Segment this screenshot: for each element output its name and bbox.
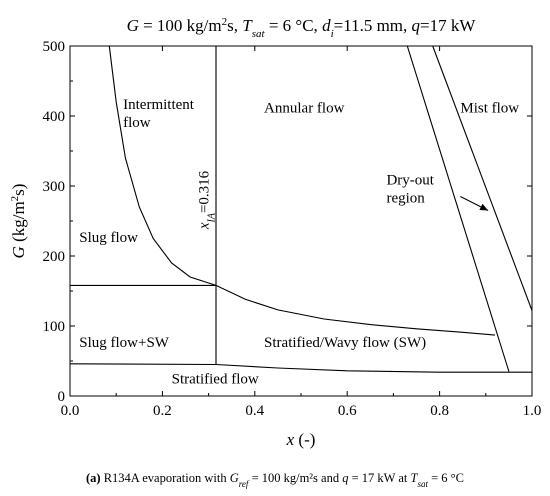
boundary-line-6 (432, 45, 533, 311)
x-axis-label: x (-) (286, 430, 316, 449)
y-tick-label: 100 (43, 319, 66, 335)
x-tick-label: 0.6 (338, 403, 357, 419)
x-tick-label: 0.0 (61, 403, 80, 419)
y-tick-label: 200 (43, 249, 66, 265)
boundary-line-1 (108, 45, 496, 336)
region-label-intermittent: Intermittent flow (123, 97, 195, 131)
figure-caption: (a) R134A evaporation with Gref = 100 kg… (86, 471, 464, 489)
chart-title: G = 100 kg/m2s, Tsat = 6 °C, di=11.5 mm,… (127, 16, 477, 40)
region-label-slug: Slug flow (79, 230, 138, 246)
boundary-lines (69, 45, 533, 373)
x-tick-label: 1.0 (523, 403, 542, 419)
title-text: G = 100 kg/m2s, Tsat = 6 °C, di=11.5 mm,… (127, 16, 477, 40)
y-axis-label: G (kg/m2s) (9, 184, 28, 259)
region-labels: Intermittent flow Annular flow Mist flow Dry… (79, 97, 519, 387)
region-label-stratified-wavy: Stratified/Wavy flow (SW) (264, 335, 426, 351)
region-label-mist: Mist flow (460, 101, 519, 117)
y-tick-label: 500 (43, 39, 66, 55)
region-label-stratified: Stratified flow (172, 371, 259, 387)
axis-titles: x (-) G (kg/m2s) (9, 184, 315, 449)
arrow-head (479, 203, 489, 211)
boundary-line-5 (406, 45, 510, 372)
boundary-line-4 (69, 363, 532, 373)
y-tick-label: 400 (43, 109, 66, 125)
region-label-annular: Annular flow (264, 101, 345, 117)
x-tick-label: 0.2 (153, 403, 172, 419)
y-tick-label: 300 (43, 179, 66, 195)
region-label-dryout: Dry-out region (386, 173, 434, 207)
y-tick-label: 0 (58, 389, 66, 405)
x-tick-label: 0.4 (245, 403, 264, 419)
x-tick-label: 0.8 (430, 403, 449, 419)
caption-text: (a) R134A evaporation with Gref = 100 kg… (86, 471, 464, 489)
annotation-x-ia: xIA=0.316 (197, 170, 218, 230)
axis-ticks: 0.0 0.2 0.4 0.6 0.8 1.0 0 100 200 300 400 500 (43, 39, 542, 419)
region-label-slug-sw: Slug flow+SW (79, 335, 170, 351)
